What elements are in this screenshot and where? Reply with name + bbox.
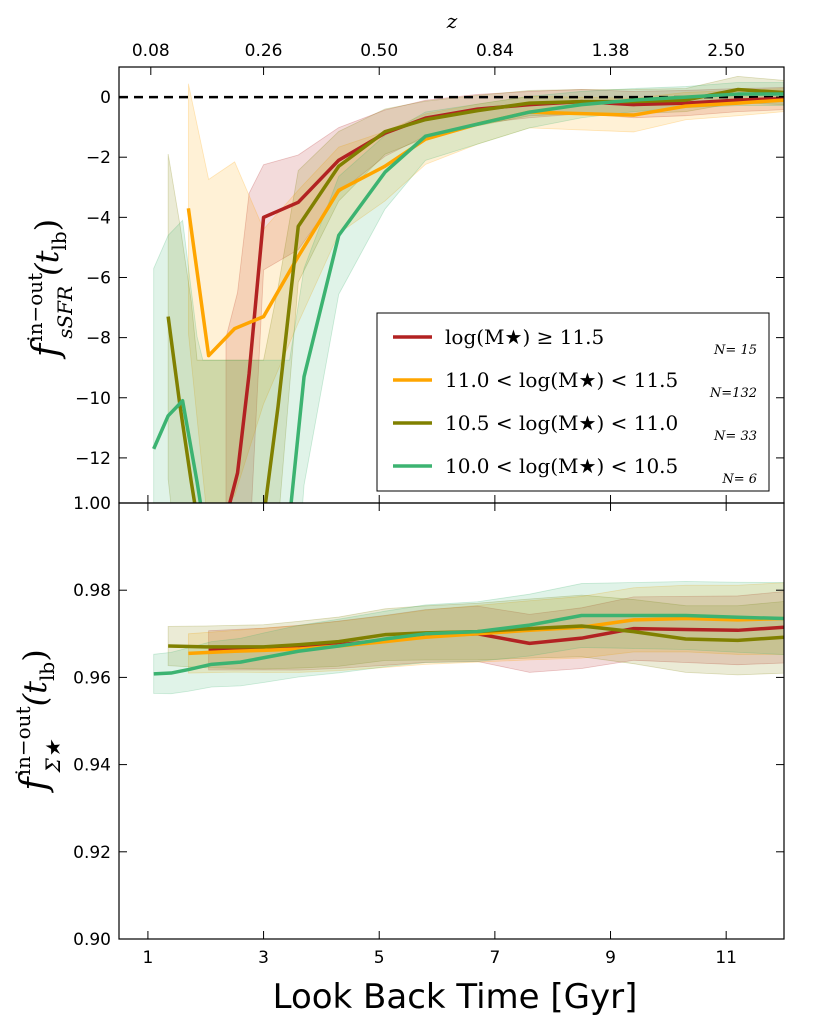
bottom-y-tick-label: 0.90 [73,930,111,950]
top-ylabel-sub: sSFR [53,286,77,339]
bottom-ylabel-sub: Σ★ [41,739,65,773]
top-y-tick-label: −8 [86,329,111,349]
top-y-tick-label: −10 [75,389,111,409]
bottom-x-tick-label: 11 [715,948,737,968]
top-series-4-line [152,92,784,503]
top-axis-ticks: 0.08 0.26 0.50 0.84 1.38 2.50 [132,41,745,75]
bottom-y-tick-label: 0.96 [73,668,111,688]
bottom-y-tick-label: 0.92 [73,843,111,863]
bottom-x-tick-label: 5 [374,948,385,968]
top-z-tick-label: 0.26 [245,41,283,61]
bottom-series-4-line [153,613,784,676]
bottom-x-tick-label: 9 [605,948,616,968]
top-y-tick-label: −6 [86,268,111,288]
top-z-tick-label: 2.50 [707,41,745,61]
bottom-series-lines [153,613,784,676]
bottom-panel-frame [118,502,785,940]
top-z-tick-label: 0.50 [360,41,398,61]
bottom-series-2-band [187,582,784,674]
top-bands [153,75,784,503]
legend-count-1: N= 15 [713,343,757,358]
bottom-y-tick-label: 1.00 [73,494,111,514]
legend-count-4: N= 6 [721,472,757,487]
legend: log(M★) ≥ 11.5 N= 15 11.0 < log(M★) < 11.5… [376,312,770,492]
bottom-panel: 1.00 0.98 0.96 0.94 0.92 0.90 1 3 5 7 9 11 [73,494,784,968]
x-axis-title: Look Back Time [Gyr] [273,977,638,1017]
top-y-tick-label: −12 [75,449,111,469]
bottom-ylabel-sup: in−out [11,706,35,775]
bottom-ylabel-arg: (t [16,681,54,706]
bottom-y-tick-label: 0.98 [73,581,111,601]
top-z-tick-label: 1.38 [592,41,630,61]
top-y-tick-label: −2 [86,148,111,168]
legend-frame [376,312,770,492]
top-series-4-band [153,82,784,503]
top-series-3-line [166,87,784,503]
top-series-lines [152,87,784,503]
bottom-x-tick-label: 7 [489,948,500,968]
legend-label-1: log(M★) ≥ 11.5 [445,325,604,349]
legend-count-2: N=132 [709,386,757,401]
bottom-x-ticks: 1 3 5 7 9 11 [142,503,737,968]
top-ylabel-arg-sub: lb [47,231,71,250]
top-ylabel-close: ) [28,219,66,231]
bottom-ylabel-close: ) [16,649,54,661]
top-x-tick-marks [147,495,727,503]
top-y-axis-label: fin−out sSFR(tlb) [23,219,77,360]
bottom-x-tick-label: 3 [258,948,269,968]
top-series-3-band [167,75,784,503]
bottom-x-tick-label: 1 [142,948,153,968]
bottom-y-ticks: 1.00 0.98 0.96 0.94 0.92 0.90 [73,494,784,950]
bottom-y-axis-label: fin−out Σ★(tlb) [11,649,65,793]
top-series-1-band [225,87,784,503]
bottom-y-tick-label: 0.94 [73,756,111,776]
top-series-2-band [187,83,784,503]
top-axis-title: z [446,9,458,33]
top-panel: 0 −2 −4 −6 −8 −10 −12 [75,75,784,503]
top-series-2-line [186,98,784,358]
legend-label-2: 11.0 < log(M★) < 11.5 [445,368,678,392]
legend-label-4: 10.0 < log(M★) < 10.5 [445,454,678,478]
top-ylabel-sup: in−out [23,273,47,342]
top-z-tick-label: 0.08 [132,41,170,61]
top-z-tick-label: 0.84 [476,41,514,61]
bottom-series-4-band [153,581,784,695]
bottom-ylabel-arg-sub: lb [35,662,59,681]
top-ylabel-arg: (t [28,250,66,275]
bottom-series-2-line [188,616,784,656]
top-y-tick-label: 0 [100,88,111,108]
top-y-ticks: 0 −2 −4 −6 −8 −10 −12 [75,88,784,469]
legend-count-3: N= 33 [713,429,757,444]
top-y-tick-label: −4 [86,208,111,228]
legend-label-3: 10.5 < log(M★) < 11.0 [445,411,678,435]
